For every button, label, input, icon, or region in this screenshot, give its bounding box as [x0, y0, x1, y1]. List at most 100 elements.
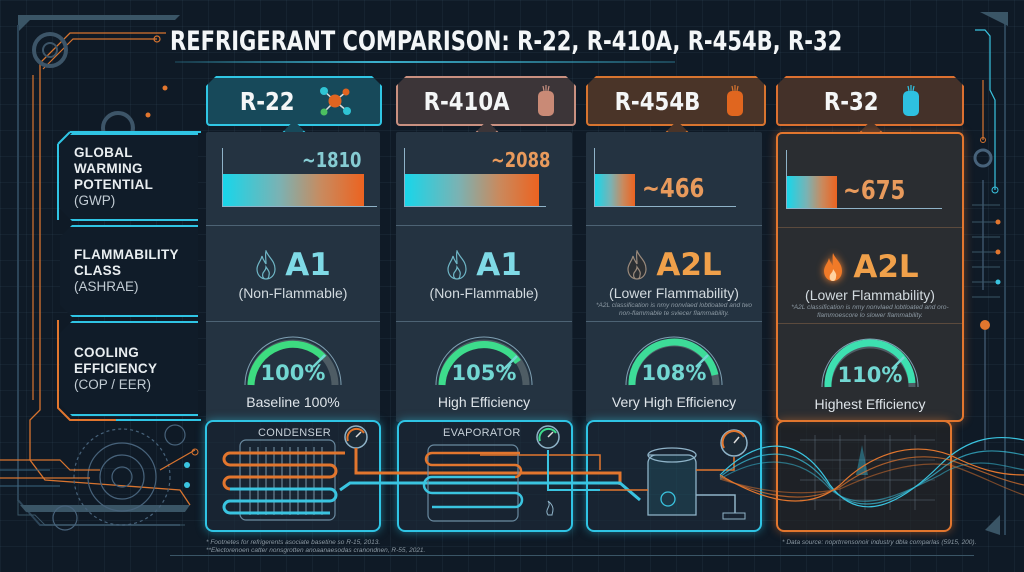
flammability-class: A1 [285, 247, 331, 283]
efficiency-gauge-icon [244, 336, 342, 386]
row-divider [206, 225, 380, 226]
footnote-data-source: * Data source: noprtrrensonoir industry … [782, 539, 977, 546]
efficiency-label: Very High Efficiency [611, 394, 737, 410]
flam-label-line2: CLASS [74, 263, 122, 278]
gwp-bar [405, 174, 539, 206]
row-divider [206, 321, 380, 322]
column-r410a: ~2088 A1 (Non-Flammable) 105% High Effic… [396, 132, 572, 422]
performance-graph-panel [776, 420, 952, 532]
column-r22: ~1810 A1 (Non-Flammable) 100% Baseline 1… [206, 132, 380, 422]
row-label-frame [57, 131, 201, 421]
efficiency-percent: 108% [641, 361, 707, 385]
refrigerant-name: R-32 [823, 86, 879, 116]
gwp-cell: ~466 [586, 132, 762, 224]
refrigerant-cylinder-icon [901, 84, 921, 118]
flammability-cell: A2L (Lower Flammability) *A2L classifica… [778, 227, 962, 322]
gwp-value: ~466 [642, 174, 705, 204]
gwp-axis-x [222, 206, 377, 207]
flammability-class: A2L [656, 247, 722, 283]
gwp-cell: ~1810 [206, 132, 380, 224]
efficiency-gauge-icon [435, 336, 533, 386]
refrigeration-cycle-diagram [222, 425, 1024, 522]
gwp-cell: ~2088 [396, 132, 572, 224]
gwp-cell: ~675 [778, 134, 962, 226]
column-header-r410a: R-410A [396, 76, 576, 126]
flammability-class: A1 [476, 247, 522, 283]
flammability-cell: A2L (Lower Flammability) *A2L classifica… [586, 225, 762, 320]
flammability-desc: (Non-Flammable) [238, 285, 348, 301]
efficiency-label: High Efficiency [437, 394, 531, 410]
row-divider [586, 321, 762, 322]
gwp-value: ~1810 [302, 148, 362, 172]
efficiency-label: Baseline 100% [246, 394, 340, 410]
row-divider [396, 321, 572, 322]
footnote-2: **Electorenoen catter nonsgrotten anoaan… [206, 547, 426, 554]
refrigerant-name: R-410A [423, 86, 510, 116]
gwp-axis-y [594, 148, 595, 206]
footnote-1: * Footnetes for refrigerents asociate ba… [206, 539, 381, 546]
efficiency-cell: 105% High Efficiency [396, 321, 572, 421]
efficiency-percent: 100% [260, 361, 326, 385]
column-header-r32: R-32 [776, 76, 964, 126]
flammability-note: *A2L classification is nmy nonvlaed lobt… [791, 304, 949, 319]
flam-label-line3: (ASHRAE) [74, 279, 139, 294]
gwp-bar [787, 176, 837, 208]
row-divider [396, 225, 572, 226]
flammability-cell: A1 (Non-Flammable) [206, 225, 380, 320]
eff-label-line2: EFFICIENCY [74, 360, 158, 376]
flammability-desc: (Lower Flammability) [609, 285, 739, 301]
flammability-note: *A2L classification is nmy nonvlaed lobt… [596, 302, 752, 317]
gwp-axis-y [222, 148, 223, 206]
title-underline [175, 61, 675, 63]
row-label-efficiency: COOLING EFFICIENCY (COP / EER) [60, 321, 198, 416]
molecule-icon [317, 85, 353, 117]
refrigerant-cylinder-icon [725, 84, 745, 118]
gwp-axis-x [594, 206, 736, 207]
efficiency-gauge-icon [625, 336, 723, 386]
row-label-flammability: FLAMMABILITY CLASS (ASHRAE) [60, 225, 198, 317]
gwp-label-line1: GLOBAL WARMING [74, 145, 143, 176]
gwp-axis-x [786, 208, 942, 209]
efficiency-cell: 110% Highest Efficiency [778, 323, 962, 423]
gwp-bar [223, 174, 364, 206]
row-divider [586, 225, 762, 226]
column-header-r22: R-22 [206, 76, 382, 126]
efficiency-cell: 108% Very High Efficiency [586, 321, 762, 421]
efficiency-percent: 110% [837, 363, 903, 387]
gwp-axis-y [786, 150, 787, 208]
refrigerant-name: R-454B [614, 86, 700, 116]
flam-label-line1: FLAMMABILITY [74, 247, 179, 262]
column-r454b: ~466 A2L (Lower Flammability) *A2L class… [586, 132, 762, 422]
efficiency-gauge-icon [821, 338, 919, 388]
flammability-class: A2L [853, 249, 919, 285]
flammability-desc: (Non-Flammable) [429, 285, 539, 301]
flame-outline-icon [256, 250, 276, 280]
row-label-gwp: GLOBAL WARMING POTENTIAL (GWP) [60, 133, 198, 221]
column-r32: ~675 A2L (Lower Flammability) *A2L class… [776, 132, 964, 422]
efficiency-label: Highest Efficiency [814, 396, 926, 412]
gwp-value: ~2088 [491, 148, 551, 172]
page-title: REFRIGERANT COMPARISON: R-22, R-410A, R-… [170, 26, 843, 57]
refrigerant-name: R-22 [239, 86, 295, 116]
row-divider [778, 323, 962, 324]
gwp-label-abbrev: (GWP) [74, 193, 116, 208]
gwp-value: ~675 [843, 176, 906, 206]
gwp-axis-x [404, 206, 546, 207]
gwp-axis-y [404, 148, 405, 206]
eff-label-line1: COOLING [74, 344, 140, 360]
gwp-label-line2: POTENTIAL [74, 177, 154, 192]
efficiency-cell: 100% Baseline 100% [206, 321, 380, 421]
condenser-label: CONDENSER [258, 427, 331, 439]
gwp-bar [595, 174, 635, 206]
flame-filled-icon [824, 253, 843, 281]
flammability-desc: (Lower Flammability) [805, 287, 935, 303]
column-header-r454b: R-454B [586, 76, 766, 126]
bottom-divider [170, 555, 974, 556]
flame-outline-icon [447, 250, 467, 280]
eff-label-line3: (COP / EER) [74, 376, 152, 392]
evaporator-label: EVAPORATOR [443, 427, 521, 439]
refrigerant-cylinder-icon [536, 84, 556, 118]
flammability-cell: A1 (Non-Flammable) [396, 225, 572, 320]
efficiency-percent: 105% [451, 361, 517, 385]
